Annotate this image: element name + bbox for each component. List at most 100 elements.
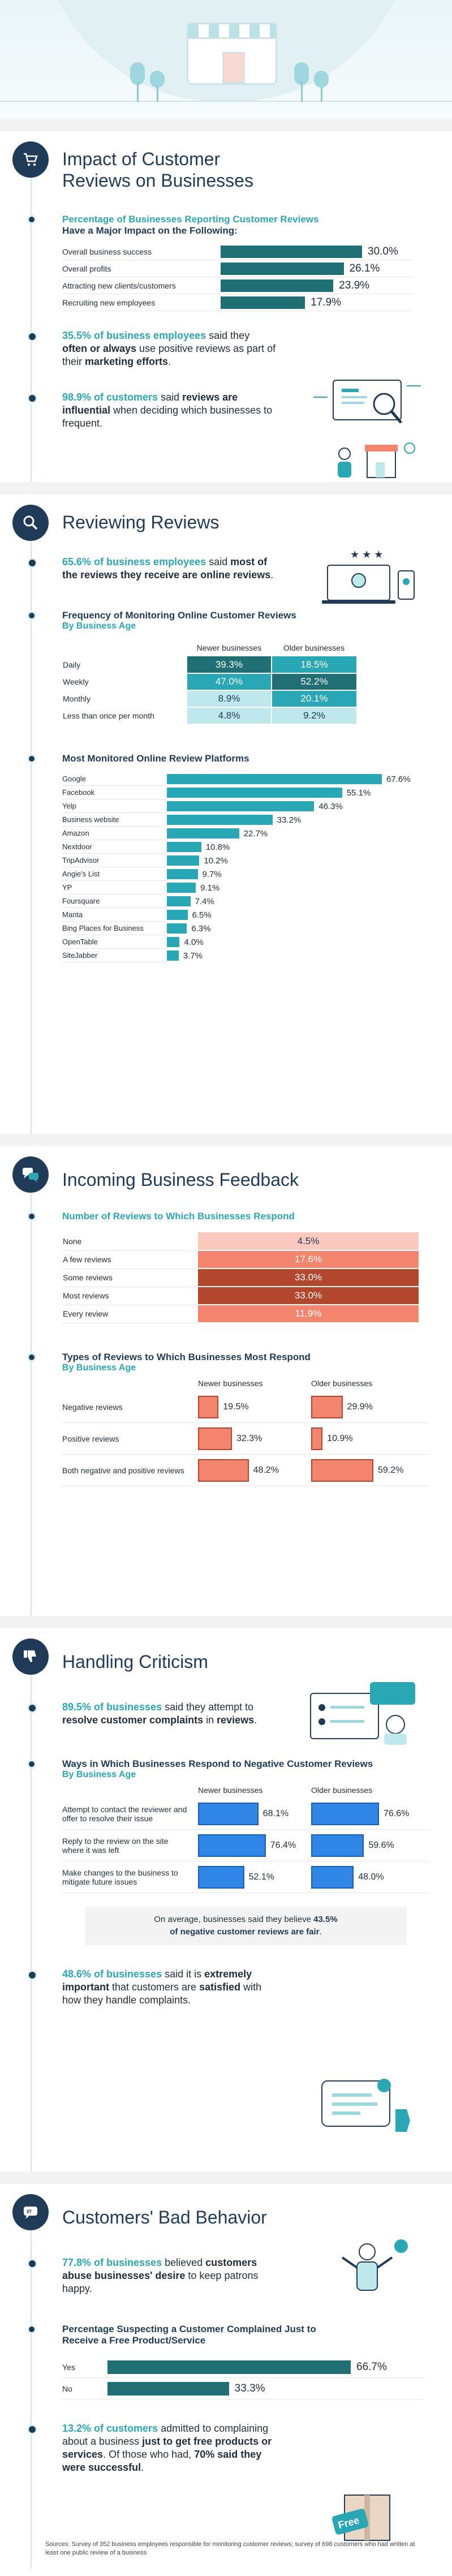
data-label: 66.7%: [356, 2360, 387, 2373]
data-label: 3.7%: [183, 951, 203, 961]
svg-text:#!: #!: [27, 2209, 32, 2215]
bar: [198, 1459, 249, 1482]
category-label: Monthly: [63, 694, 91, 703]
section-title: Incoming Business Feedback: [62, 1169, 299, 1190]
data-label: 10.8%: [205, 842, 230, 852]
impact-bar-chart: Overall business success 30.0% Overall pro…: [62, 243, 413, 311]
category-label: Weekly: [63, 677, 89, 686]
free-gift-box-icon: Free: [332, 2495, 390, 2541]
bar: [311, 1834, 364, 1857]
bar: [311, 1459, 373, 1482]
bar: [198, 1865, 244, 1889]
customer-store-icon: [338, 442, 415, 478]
bar-row: Angie's List 9.7%: [62, 867, 424, 881]
bar-row: Manta 6.5%: [62, 908, 424, 922]
section-divider: [0, 2171, 452, 2184]
stat-free-complaint: 13.2% of customers admitted to complaini…: [27, 2422, 277, 2474]
data-label: 48.2%: [253, 1465, 279, 1475]
bar-row: Positive reviews 32.3% 10.9%: [62, 1423, 429, 1455]
legend-row: Newer businesses Older businesses: [62, 1379, 429, 1388]
table-cell: 18.5%: [271, 656, 356, 674]
data-label: 4.0%: [184, 937, 204, 947]
bar: [198, 1834, 266, 1857]
column-header: Newer businesses: [198, 1786, 263, 1795]
category-label: Yes: [62, 2362, 75, 2372]
section-title: Impact of Customer Reviews on Businesses: [62, 149, 253, 191]
section-title: Handling Criticism: [62, 1652, 208, 1672]
category-label: Overall business success: [62, 247, 152, 256]
shrugging-person-icon: [341, 2239, 408, 2291]
bar: [167, 923, 187, 934]
bar-row: Overall profits 26.1%: [62, 260, 413, 277]
category-label: Business website: [62, 813, 167, 827]
stat-resolve: 89.5% of businesses said they attempt to…: [27, 1701, 277, 1727]
chart-title: Frequency of Monitoring Online Customer …: [27, 610, 429, 631]
category-label: Attracting new clients/customers: [62, 281, 176, 290]
ground-line: [0, 101, 452, 102]
table-cell: 20.1%: [271, 690, 356, 708]
tree-icon: [150, 71, 165, 102]
bar: [167, 801, 315, 811]
bar-group: 68.1%: [198, 1802, 311, 1825]
table-row: Every review 11.9%: [62, 1305, 419, 1323]
bar-row: Nextdoor 10.8%: [62, 840, 424, 854]
stat-satisfaction: 48.6% of businesses said it is extremely…: [27, 1968, 277, 2007]
table-cell: 4.5%: [198, 1232, 419, 1251]
stat-abuse: 77.8% of businesses believed customers a…: [27, 2256, 277, 2295]
bar: [167, 842, 201, 852]
tree-icon: [294, 62, 309, 102]
bar: [107, 2360, 351, 2374]
data-label: 33.2%: [277, 815, 302, 825]
bar: [221, 296, 305, 309]
data-label: 76.6%: [384, 1808, 410, 1818]
chart-title: Most Monitored Online Review Platforms: [27, 753, 429, 764]
table-cell: 17.6%: [198, 1250, 419, 1269]
data-label: 76.4%: [270, 1840, 296, 1850]
bar-group: 29.9%: [311, 1395, 424, 1418]
bar: [198, 1802, 259, 1825]
data-label: 26.1%: [349, 262, 380, 274]
bar-row: Foursquare 7.4%: [62, 894, 424, 908]
chart-title: Types of Reviews to Which Businesses Mos…: [27, 1352, 429, 1373]
category-label: Make changes to the business to mitigate…: [62, 1868, 178, 1886]
table-cell: 39.3%: [186, 656, 272, 674]
bar: [167, 910, 188, 920]
column-header: Newer businesses: [198, 1379, 263, 1388]
hero-illustration: [0, 0, 452, 119]
bar-row: Facebook 55.1%: [62, 786, 424, 799]
bar-row: Business website 33.2%: [62, 813, 424, 827]
bar-row: No 33.3%: [62, 2378, 424, 2399]
bar-group: 59.6%: [311, 1834, 424, 1857]
data-label: 7.4%: [195, 896, 214, 906]
section-title: Customers' Bad Behavior: [62, 2207, 267, 2227]
shopping-cart-icon: [12, 141, 49, 178]
category-label: Bing Places for Business: [62, 922, 167, 935]
section-divider: [0, 482, 452, 494]
bar: [167, 883, 196, 893]
bar: [311, 1395, 343, 1418]
table-row: Daily 39.3% 18.5%: [62, 656, 356, 674]
table-row: Some reviews 33.0%: [62, 1268, 419, 1287]
category-label: Overall profits: [62, 264, 111, 273]
data-label: 30.0%: [368, 245, 398, 257]
bar-row: Make changes to the business to mitigate…: [62, 1861, 429, 1893]
chart-title: Ways in Which Businesses Respond to Nega…: [27, 1758, 429, 1780]
category-label: Reply to the review on the site where it…: [62, 1836, 169, 1855]
table-row: Less than once per month 4.8% 9.2%: [62, 707, 356, 725]
table-row: A few reviews 17.6%: [62, 1250, 419, 1269]
bar-row: Reply to the review on the site where it…: [62, 1830, 429, 1861]
column-header: Older businesses: [311, 1379, 373, 1388]
data-label: 52.1%: [248, 1872, 274, 1882]
speech-bubbles-icon: [12, 1156, 49, 1193]
data-label: 59.2%: [378, 1465, 404, 1475]
bar-row: Both negative and positive reviews 48.2% 5…: [62, 1455, 429, 1486]
data-label: 46.3%: [318, 801, 343, 811]
category-label: Google: [62, 772, 167, 786]
column-header: Older businesses: [311, 1786, 373, 1795]
bar-row: Recruiting new employees 17.9%: [62, 294, 413, 311]
data-label: 19.5%: [223, 1401, 249, 1412]
data-label: 9.7%: [202, 869, 222, 879]
data-label: 48.0%: [358, 1872, 384, 1882]
bar-row: OpenTable 4.0%: [62, 935, 424, 949]
